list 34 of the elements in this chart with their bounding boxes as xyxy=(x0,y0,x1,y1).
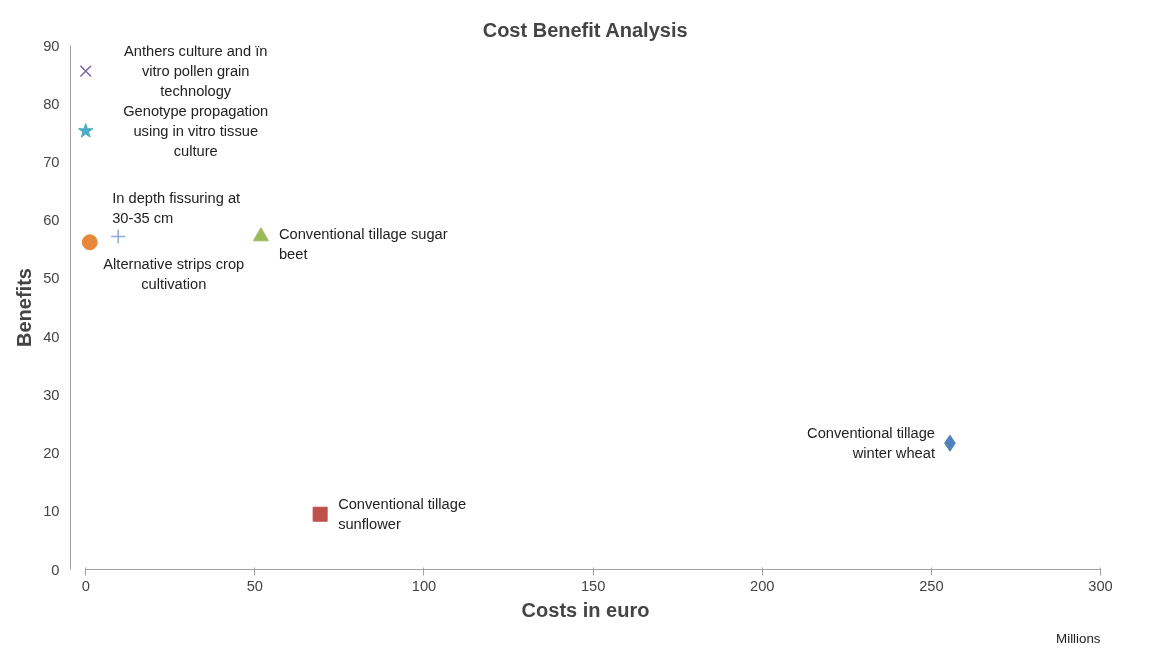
y-tick-label: 20 xyxy=(43,445,60,462)
y-tick-label: 30 xyxy=(43,386,60,403)
y-tick-label: 50 xyxy=(43,270,60,287)
y-tick-label: 70 xyxy=(43,153,60,170)
x-tick-label: 300 xyxy=(1088,577,1113,594)
text: Genotype propagation using in vitro tissue culture xyxy=(123,103,269,160)
y-tick-label: 10 xyxy=(43,503,60,520)
point xyxy=(110,228,126,245)
series-label: In depth fissuring at 30-35 cm xyxy=(112,190,241,227)
chart-title: Cost Benefit Analysis xyxy=(482,18,688,41)
y-axis-title: Benefits xyxy=(13,268,36,347)
point xyxy=(252,227,269,242)
text: Millions xyxy=(1056,630,1101,646)
x-axis-title: Costs in euro xyxy=(521,598,650,621)
x-tick-label: 150 xyxy=(580,577,606,594)
x-tick-label: 100 xyxy=(411,577,437,594)
series-label: Alternative strips crop cultivation xyxy=(103,256,245,293)
point xyxy=(79,65,92,78)
x-tick-label: 200 xyxy=(750,577,775,594)
x-tick-label: 50 xyxy=(246,577,264,594)
point xyxy=(312,506,328,522)
y-tick-label: 0 xyxy=(51,561,60,578)
y-tick-label: 90 xyxy=(43,37,60,54)
x-tick-label: 250 xyxy=(919,577,944,594)
y-tick-label: 40 xyxy=(43,328,60,345)
series-label: Conventional tillage winter wheat xyxy=(807,425,935,462)
text: Anthers culture and ïn vitro pollen grain technology xyxy=(124,43,268,100)
y-tick-label: 80 xyxy=(43,95,60,112)
point xyxy=(78,123,94,138)
series-label: Conventional tillage sugar beet xyxy=(278,226,448,263)
point xyxy=(81,234,98,251)
y-tick-label: 60 xyxy=(43,212,60,229)
series-label: Conventional tillage sunflower xyxy=(338,496,467,533)
x-tick-label: 0 xyxy=(81,577,90,594)
